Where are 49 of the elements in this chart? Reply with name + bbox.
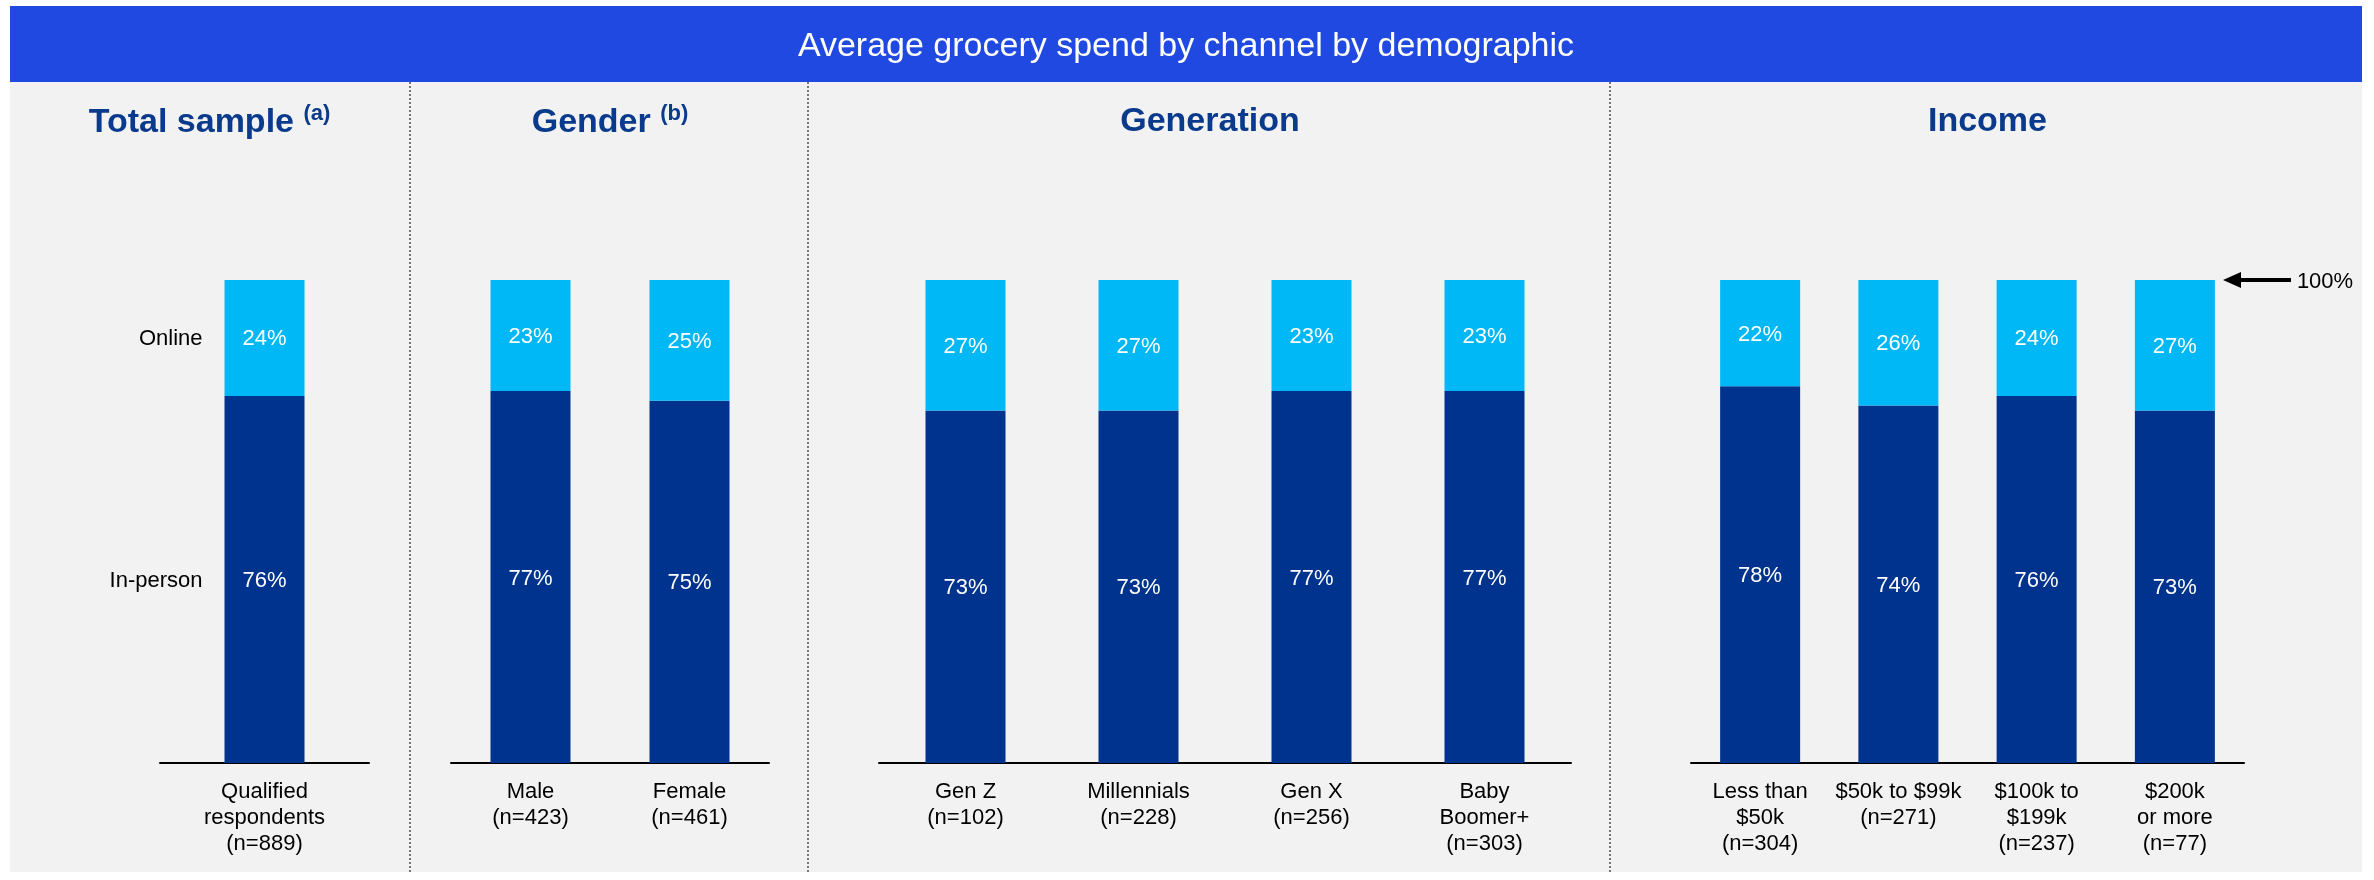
data-label: 27% [2152,332,2197,358]
data-label: 77% [1462,564,1507,590]
data-label: 76% [2014,566,2059,592]
bar [1996,280,2077,396]
data-label: 74% [1876,571,1921,597]
x-tick-label: Gen Z (n=102) [927,777,1004,829]
data-label: 24% [2014,325,2059,351]
text: 100% [2296,267,2354,293]
data-label: 73% [943,574,988,600]
data-label: 77% [508,564,553,590]
x-tick-label: Baby Boomer+ (n=303) [1439,777,1530,855]
chart-title: Total sample $^{(a)}$ [87,100,332,141]
bar [1858,405,1939,763]
x-tick-label: $50k to $99k (n=271) [1835,777,1963,829]
bar [2134,410,2215,763]
x-tick-label: Less than $50k (n=304) [1712,777,1808,855]
data-label: 23% [1289,323,1334,349]
data-label: 22% [1738,320,1783,346]
data-label: 78% [1738,562,1783,588]
series-label: In-person [109,566,203,592]
bar [1996,395,2077,763]
data-label: 77% [1289,564,1334,590]
data-label: 24% [242,325,287,351]
bar [1720,280,1801,387]
data-label: 75% [667,569,712,595]
data-label: 25% [667,327,712,353]
x-tick-label: Male (n=423) [492,777,569,829]
data-label: 73% [2152,574,2197,600]
data-label: 73% [1116,574,1161,600]
x-tick-label: $200k or more (n=77) [2136,777,2213,855]
series-label: Online [138,325,203,351]
data-label: 27% [1116,332,1161,358]
chart-title: Gender $^{(b)}$ [530,100,690,141]
bar [2134,280,2215,411]
x-tick-label: Millennials (n=228) [1087,777,1190,829]
x-tick-label: Gen X (n=256) [1273,777,1350,829]
x-tick-label: Qualified respondents (n=889) [203,777,326,855]
x-tick-label: Female (n=461) [651,777,728,829]
data-label: 23% [508,323,553,349]
data-label: 26% [1876,330,1921,356]
chart-title: Income [1926,100,2048,139]
data-label: 23% [1462,323,1507,349]
x-tick-label: $100k to $199k (n=237) [1994,777,2079,855]
chart-title: Generation [1119,100,1301,139]
bar [1720,386,1801,763]
text: Average grocery spend by channel by demographic [10,6,2362,82]
data-label: 27% [943,332,988,358]
data-label: 76% [242,566,287,592]
bar [1858,280,1939,406]
